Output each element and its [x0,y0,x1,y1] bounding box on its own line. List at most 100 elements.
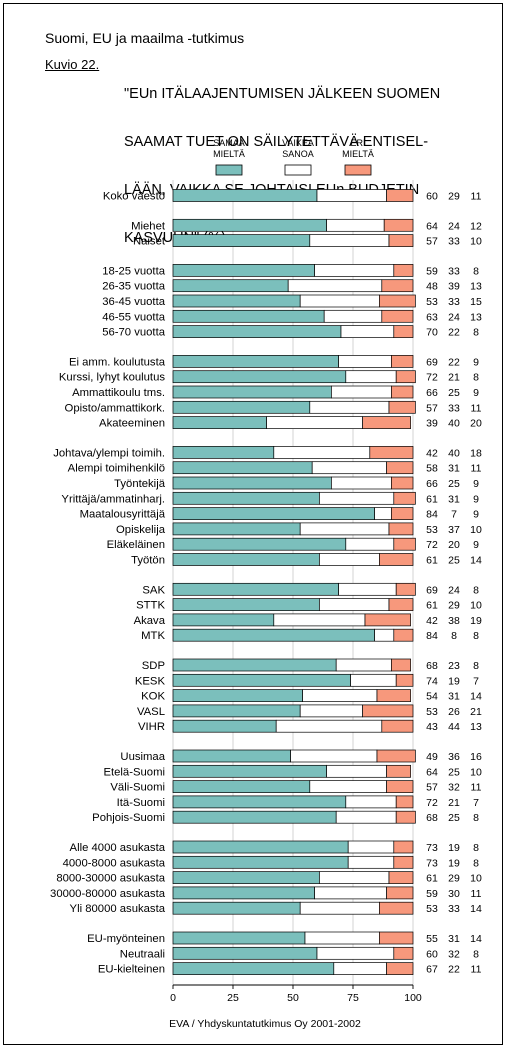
value-label: 40 [448,447,460,459]
bar-segment-disagree [388,522,414,536]
bar-segment-disagree [381,279,414,293]
value-label: 72 [426,539,438,551]
row-label: Akava [134,615,166,627]
bar-segment-agree [172,507,375,520]
bar-segment-agree [172,901,301,915]
bar-segment-unsure [273,446,371,459]
x-tick-label: 0 [170,992,176,1004]
bar-segment-unsure [331,385,392,399]
value-label: 14 [470,903,482,915]
value-label: 8 [473,630,479,642]
value-label: 57 [426,236,438,248]
bar-segment-unsure [304,931,380,945]
bar-segment-unsure [326,218,385,232]
value-label: 19 [448,842,460,854]
bar-segment-agree [172,613,275,627]
bar-segment-unsure [309,234,390,247]
bar-segment-agree [172,476,332,490]
bar-segment-disagree [376,689,411,702]
chart-bars [172,189,416,975]
value-label: 9 [473,539,479,551]
x-tick-label: 25 [227,992,239,1004]
value-label: 21 [470,706,482,718]
bar-segment-agree [172,234,311,247]
value-label: 73 [426,842,438,854]
bar-segment-agree [172,946,318,960]
value-label: 21 [448,797,460,809]
bar-segment-unsure [302,689,378,702]
bar-segment-unsure [290,749,378,763]
value-label: 23 [448,660,460,672]
value-label: 8 [473,584,479,596]
bar-segment-disagree [388,234,414,247]
bar-segment-unsure [299,522,390,536]
bar-segment-disagree [386,886,414,900]
value-label: 54 [426,691,438,703]
bar-segment-disagree [391,507,414,520]
bar-segment-unsure [347,855,395,869]
bar-segment-agree [172,370,347,384]
row-label: Kurssi, lyhyt koulutus [59,372,165,384]
value-label: 11 [471,191,482,203]
value-label: 69 [426,584,438,596]
bar-segment-unsure [374,628,395,642]
bar-segment-agree [172,810,337,824]
value-label: 22 [448,356,460,368]
value-label: 11 [471,782,482,794]
bar-segment-disagree [364,613,411,627]
x-tick-label: 50 [287,992,299,1004]
value-label: 25 [448,478,460,490]
bar-segment-unsure [299,704,363,718]
legend-swatch [344,164,372,176]
value-label: 59 [426,888,438,900]
value-label: 32 [448,948,460,960]
row-label: Miehet [131,220,166,232]
bar-segment-disagree [391,476,414,490]
bar-segment-agree [172,309,325,323]
legend-label: SAMAA [213,138,245,148]
bar-segment-disagree [395,582,416,596]
bar-segment-unsure [314,264,395,277]
bar-segment-agree [172,840,349,854]
value-label: 26 [448,706,460,718]
bar-segment-unsure [345,370,397,384]
bar-segment-agree [172,385,332,399]
value-label: 37 [448,524,460,536]
row-label: KESK [135,675,166,687]
bar-segment-unsure [287,279,383,293]
bar-segment-unsure [319,491,395,505]
bar-segment-disagree [369,446,414,459]
bar-segment-agree [172,522,301,536]
value-label: 42 [426,447,438,459]
row-label: Koko väestö [103,191,165,203]
value-label: 69 [426,356,438,368]
bar-segment-disagree [393,840,414,854]
value-label: 48 [426,281,438,293]
bar-segment-disagree [395,810,416,824]
value-label: 60 [426,191,438,203]
bar-segment-unsure [350,673,397,687]
value-label: 19 [470,615,482,627]
bar-segment-agree [172,598,320,611]
value-label: 24 [448,220,460,232]
value-label: 30 [448,888,460,900]
value-label: 25 [448,387,460,399]
value-label: 38 [448,615,460,627]
bar-segment-agree [172,780,311,793]
value-label: 12 [470,220,482,232]
bar-segment-agree [172,553,320,566]
value-label: 57 [426,782,438,794]
value-label: 31 [448,463,460,475]
bar-segment-unsure [345,537,395,551]
value-label: 25 [448,766,460,778]
bar-segment-agree [172,871,320,884]
x-tick-label: 100 [404,992,422,1004]
bar-segment-unsure [316,946,395,960]
bar-segment-agree [172,719,277,733]
row-label: Ammattikoulu tms. [72,387,165,399]
value-label: 42 [426,615,438,627]
value-label: 25 [448,555,460,567]
bar-segment-disagree [393,491,416,505]
row-label: Eläkeläinen [107,539,165,551]
value-label: 13 [470,311,482,323]
